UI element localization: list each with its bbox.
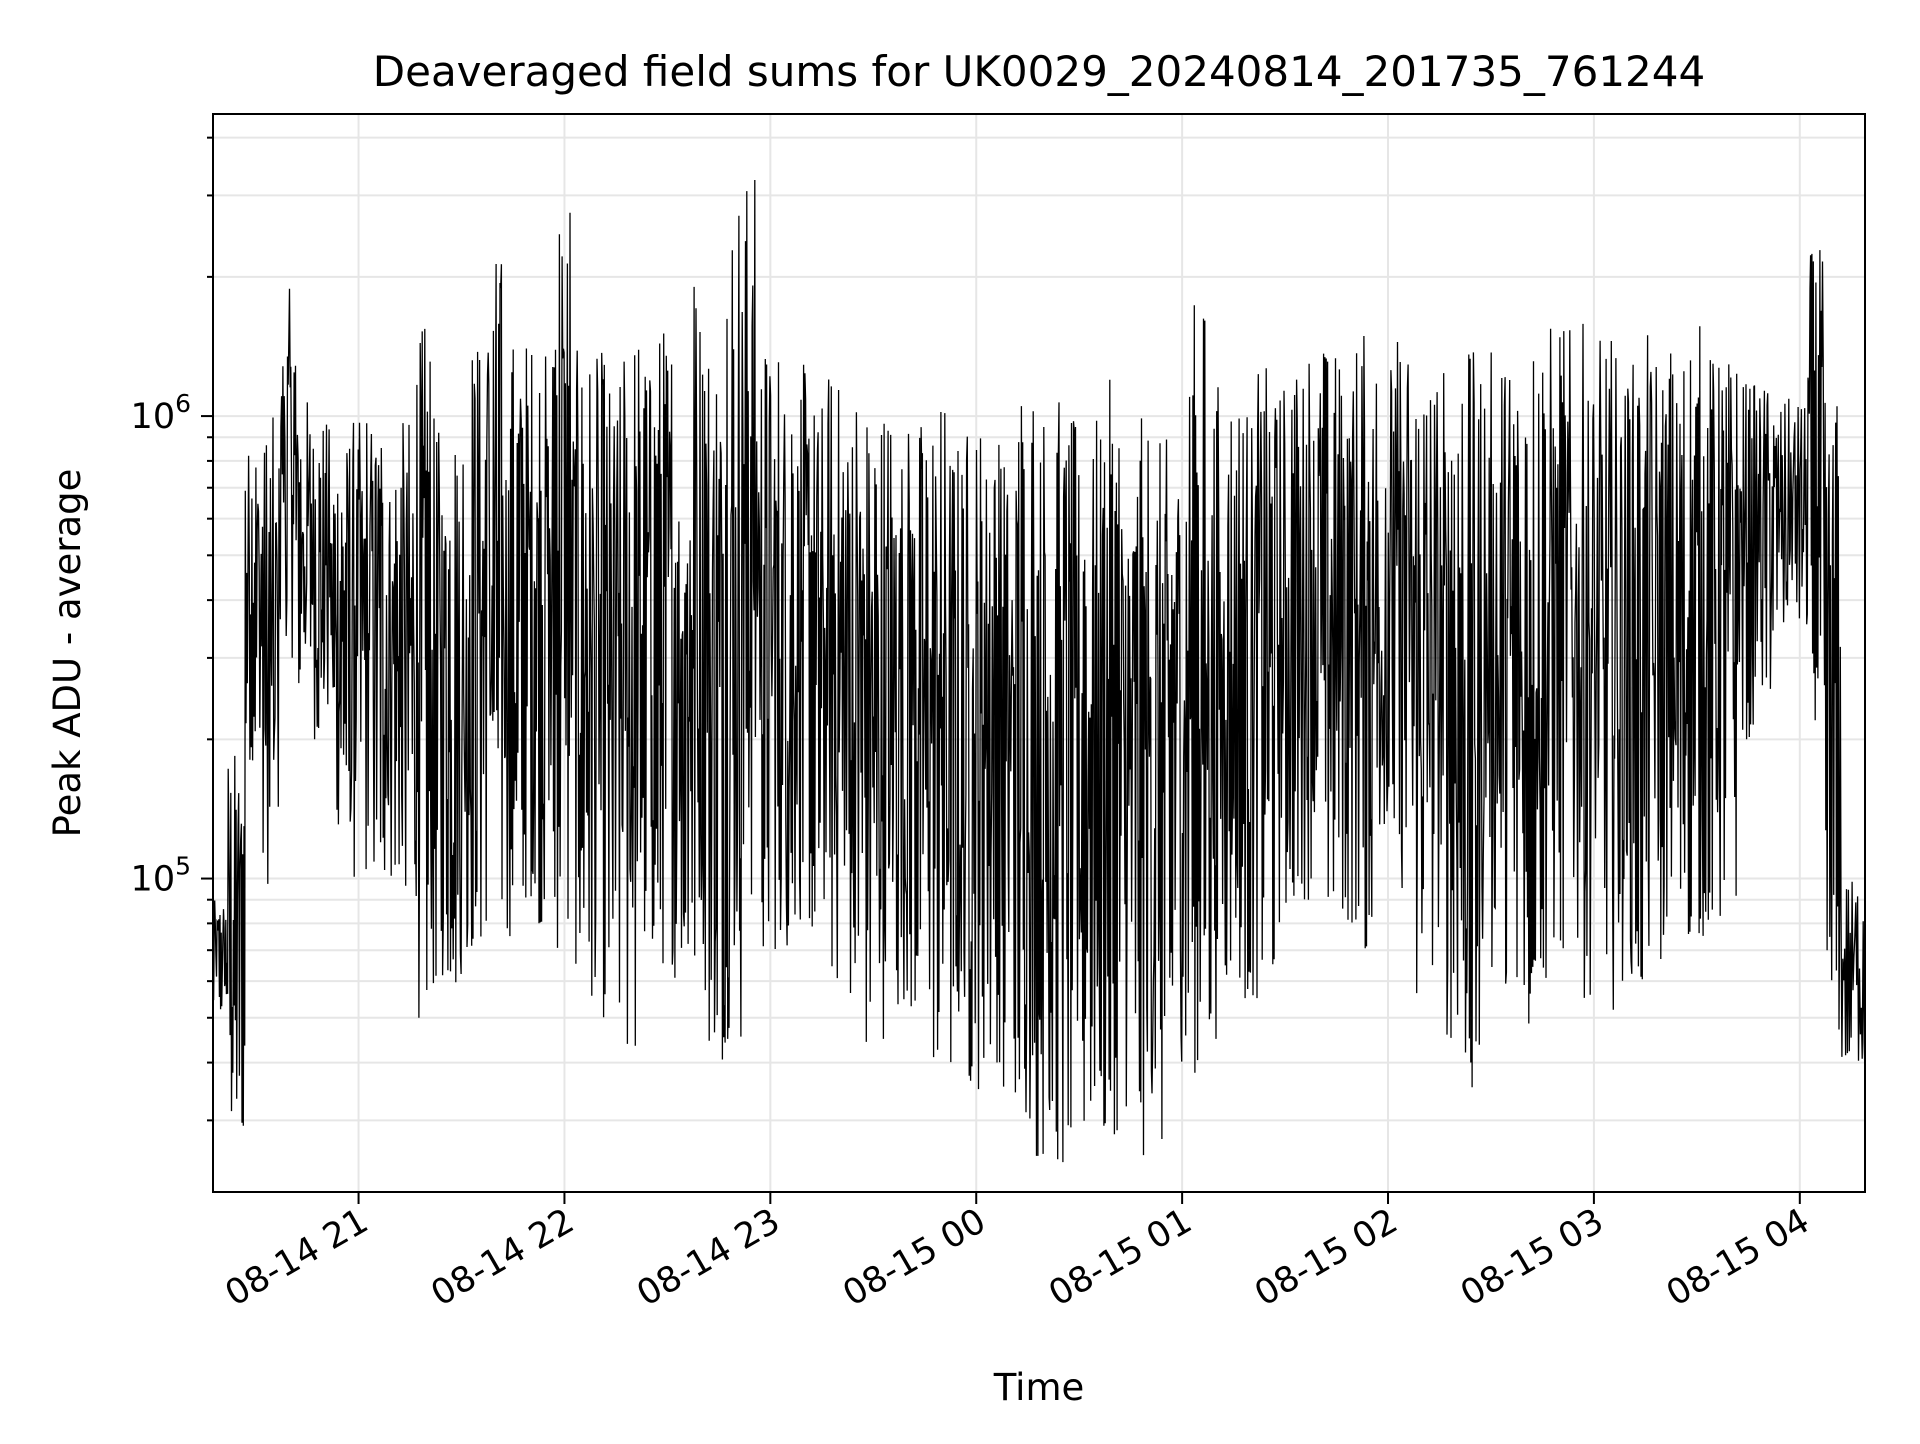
x-axis-label: Time [993,1366,1085,1409]
y-tick-label: 106 [131,389,191,437]
series-line [212,179,1866,1163]
y-tick-label: 105 [131,852,191,900]
y-axis-label: Peak ADU - average [46,469,89,838]
data-series [212,179,1866,1163]
plot-frame [212,113,1866,1193]
chart-title: Deaveraged field sums for UK0029_2024081… [373,47,1705,96]
